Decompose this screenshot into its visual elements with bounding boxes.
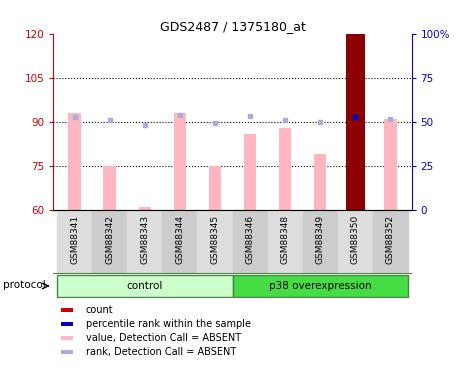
Bar (209, 166, 221, 210)
Text: GSM88344: GSM88344 (175, 215, 184, 264)
Bar (174, 113, 186, 210)
Bar (384, 119, 397, 210)
Text: GSM88349: GSM88349 (316, 215, 325, 264)
Text: percentile rank within the sample: percentile rank within the sample (86, 319, 251, 329)
Bar (198, 210, 232, 274)
Bar (68, 113, 81, 210)
Text: GSM88348: GSM88348 (281, 215, 290, 264)
Text: GSM88343: GSM88343 (140, 215, 149, 264)
Bar (279, 128, 291, 210)
Text: control: control (126, 281, 163, 291)
Bar (60, 322, 73, 326)
FancyBboxPatch shape (232, 275, 408, 297)
Text: p38 overexpression: p38 overexpression (269, 281, 372, 291)
Text: protocol: protocol (3, 280, 46, 290)
Bar (139, 207, 151, 210)
Bar (92, 210, 127, 274)
Bar (162, 210, 198, 274)
Text: rank, Detection Call = ABSENT: rank, Detection Call = ABSENT (86, 347, 236, 357)
Bar (267, 210, 303, 274)
Bar (104, 166, 116, 210)
Bar (60, 336, 73, 340)
Text: value, Detection Call = ABSENT: value, Detection Call = ABSENT (86, 333, 241, 343)
Bar (57, 210, 92, 274)
Bar (244, 134, 256, 210)
Bar (127, 210, 162, 274)
Text: GSM88341: GSM88341 (70, 215, 79, 264)
Text: GSM88345: GSM88345 (211, 215, 219, 264)
Bar (303, 210, 338, 274)
FancyBboxPatch shape (57, 275, 232, 297)
Text: GSM88352: GSM88352 (386, 215, 395, 264)
Bar (60, 350, 73, 354)
Text: GSM88342: GSM88342 (105, 215, 114, 264)
Text: GSM88346: GSM88346 (246, 215, 254, 264)
Text: count: count (86, 305, 113, 315)
Bar (338, 210, 373, 274)
Title: GDS2487 / 1375180_at: GDS2487 / 1375180_at (159, 20, 306, 33)
Bar (60, 308, 73, 312)
Bar (345, 34, 365, 210)
Bar (314, 154, 326, 210)
Bar (232, 210, 267, 274)
Text: GSM88350: GSM88350 (351, 215, 360, 264)
Bar (373, 210, 408, 274)
